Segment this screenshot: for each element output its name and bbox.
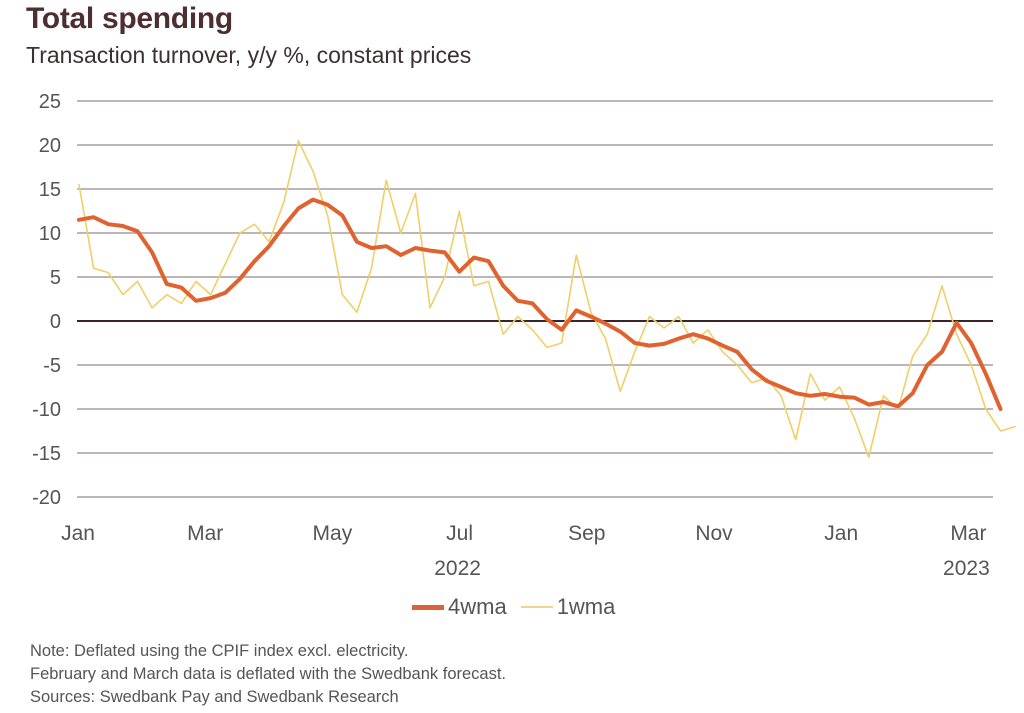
y-tick-label: -15 <box>32 443 61 465</box>
y-tick-label: -5 <box>43 355 61 377</box>
y-axis: 25 20 15 10 5 0 -5 -10 -15 -20 <box>32 91 61 509</box>
x-tick-label: Mar <box>187 522 223 545</box>
y-tick-label: 25 <box>39 91 61 113</box>
note-line: February and March data is deflated with… <box>30 665 507 683</box>
gridlines <box>77 100 993 498</box>
series-line-1wma <box>78 139 1016 459</box>
legend-item-1wma[interactable]: 1wma <box>520 594 616 620</box>
x-year-label: 2022 <box>434 557 481 580</box>
legend: 4wma 1wma <box>412 594 629 620</box>
legend-swatch-4wma <box>412 604 444 610</box>
x-tick-label: Jul <box>446 522 473 545</box>
x-tick-label: Jan <box>824 522 858 545</box>
note-line: Sources: Swedbank Pay and Swedbank Resea… <box>30 688 399 706</box>
chart-subtitle: Transaction turnover, y/y %, constant pr… <box>26 42 472 68</box>
y-tick-label: -10 <box>32 399 61 421</box>
note-line: Note: Deflated using the CPIF index excl… <box>30 642 409 660</box>
footnotes: Note: Deflated using the CPIF index excl… <box>30 640 506 709</box>
y-tick-label: 5 <box>50 267 61 289</box>
y-tick-label: 15 <box>39 179 61 201</box>
chart-title: Total spending <box>26 2 233 35</box>
y-tick-label: -20 <box>32 487 61 509</box>
x-tick-label: Nov <box>695 522 733 545</box>
y-tick-label: 20 <box>39 135 61 157</box>
legend-label-1wma: 1wma <box>556 594 616 619</box>
legend-swatch-1wma <box>520 606 553 608</box>
y-tick-label: 10 <box>39 223 61 245</box>
x-tick-label: Jan <box>61 522 95 545</box>
series-lines <box>77 139 1016 459</box>
x-tick-label: Mar <box>950 522 986 545</box>
legend-item-4wma[interactable]: 4wma <box>412 594 507 620</box>
x-tick-label: Sep <box>568 522 605 545</box>
x-year-label: 2023 <box>943 557 990 580</box>
series-line-4wma <box>77 197 1003 411</box>
legend-label-4wma: 4wma <box>448 594 507 619</box>
y-tick-label: 0 <box>50 311 61 333</box>
x-axis: Jan Mar May Jul Sep Nov Jan Mar 2022 2023 <box>61 522 990 580</box>
x-tick-label: May <box>313 522 353 545</box>
